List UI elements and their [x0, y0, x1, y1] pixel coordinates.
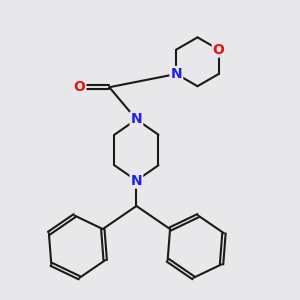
- Text: N: N: [130, 112, 142, 127]
- Text: N: N: [130, 173, 142, 188]
- Text: N: N: [170, 67, 182, 81]
- Text: O: O: [213, 43, 225, 57]
- Text: O: O: [74, 80, 86, 94]
